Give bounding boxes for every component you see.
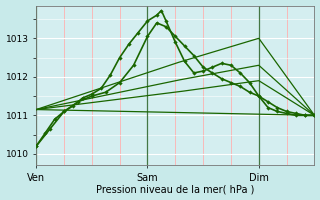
X-axis label: Pression niveau de la mer( hPa ): Pression niveau de la mer( hPa ) bbox=[96, 184, 254, 194]
